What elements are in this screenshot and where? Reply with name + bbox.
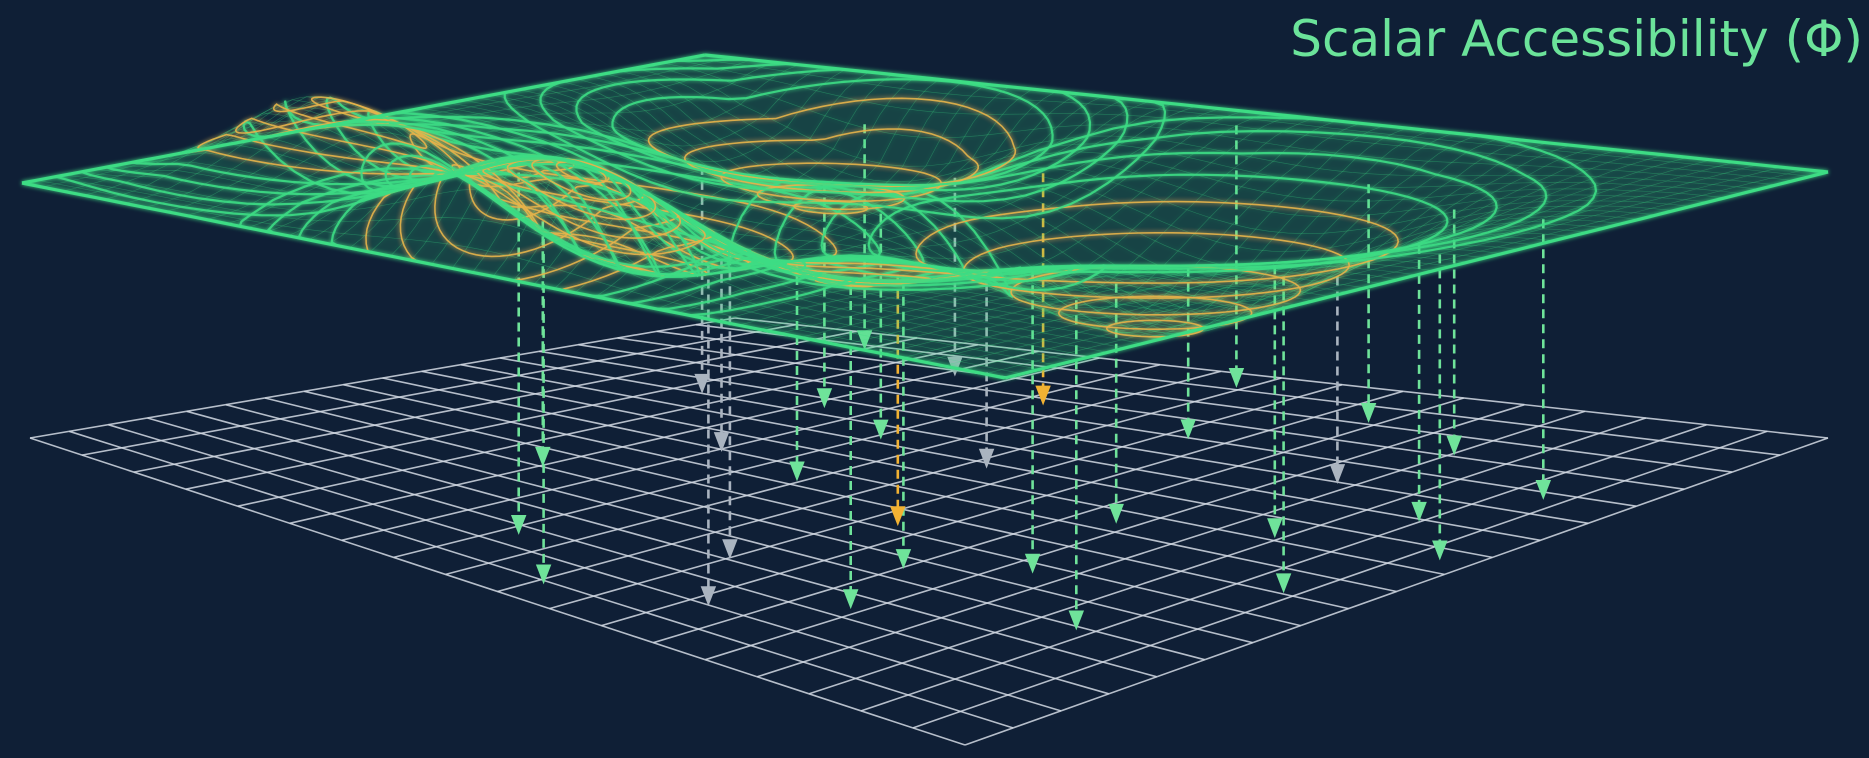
arrowhead-icon <box>535 564 552 585</box>
right-well-icon <box>575 68 1092 192</box>
mesh-line <box>923 162 1735 363</box>
mesh-line <box>662 62 1777 186</box>
surface-rim <box>704 53 1829 174</box>
right-well-icon <box>539 62 1129 203</box>
arrowhead-icon <box>978 448 995 469</box>
scalar-surface <box>21 53 1829 380</box>
arrowhead-icon <box>895 549 912 569</box>
grid-line <box>617 337 1685 490</box>
mesh-line <box>882 157 1688 354</box>
mesh-line <box>690 57 1811 177</box>
arrowhead-icon <box>1411 501 1427 522</box>
arrowhead-icon <box>1360 403 1377 423</box>
arrowhead-icon <box>1180 419 1196 440</box>
arrowhead-icon <box>1446 435 1462 456</box>
center-well-icon <box>915 200 1400 284</box>
center-well-icon <box>962 232 1351 299</box>
grid-line <box>808 417 1647 695</box>
mesh-line <box>943 164 1758 367</box>
arrowhead-icon <box>1024 553 1041 574</box>
surface-rim <box>21 181 1006 380</box>
mesh-line <box>648 65 1760 190</box>
arrowhead-icon <box>1329 464 1346 484</box>
arrowhead-icon <box>1432 540 1448 561</box>
grid-line <box>578 343 1637 507</box>
middle-hump-icon <box>360 142 807 277</box>
back-right-peak-icon <box>272 99 428 149</box>
grid-line <box>912 430 1768 729</box>
arrowhead-icon <box>816 388 833 409</box>
grid-line <box>653 397 1464 644</box>
right-well-icon <box>756 183 906 211</box>
arrowhead-icon <box>1108 503 1124 524</box>
arrowhead-icon <box>873 419 889 440</box>
grid-line <box>656 330 1733 473</box>
arrowhead-icon <box>510 515 527 535</box>
arrowhead-icon <box>1275 573 1292 594</box>
right-well-icon <box>683 128 980 194</box>
arrowhead-icon <box>789 461 805 482</box>
arrowhead-icon <box>700 586 717 607</box>
arrowhead-icon <box>1228 368 1245 388</box>
surface-rim <box>21 53 706 185</box>
arrowhead-icon <box>1035 385 1051 406</box>
arrowhead-icon <box>535 446 551 467</box>
center-well-icon <box>773 129 1548 279</box>
grid-line <box>421 370 1445 576</box>
mesh-line <box>984 169 1805 375</box>
right-well-icon <box>611 78 1054 187</box>
arrowhead-icon <box>722 539 738 560</box>
arrowhead-icon <box>842 589 859 610</box>
mesh-line <box>963 166 1782 371</box>
base-grid-plane <box>29 317 1829 746</box>
mesh-line <box>605 73 1709 218</box>
grid-line <box>964 437 1829 746</box>
arrowhead-icon <box>1068 610 1085 631</box>
surface-rim <box>1004 170 1829 380</box>
arrowhead-icon <box>890 506 906 527</box>
arrowhead-icon <box>694 373 710 394</box>
grid-line <box>705 403 1525 661</box>
arrowhead-icon <box>713 432 730 452</box>
arrowhead-icon <box>1535 480 1552 500</box>
diagram-title: Scalar Accessibility (Φ) <box>1290 10 1863 68</box>
mesh-line <box>619 70 1726 202</box>
arrowhead-icon <box>1267 518 1283 539</box>
mesh-line <box>676 60 1794 181</box>
right-well-icon <box>647 97 1017 188</box>
